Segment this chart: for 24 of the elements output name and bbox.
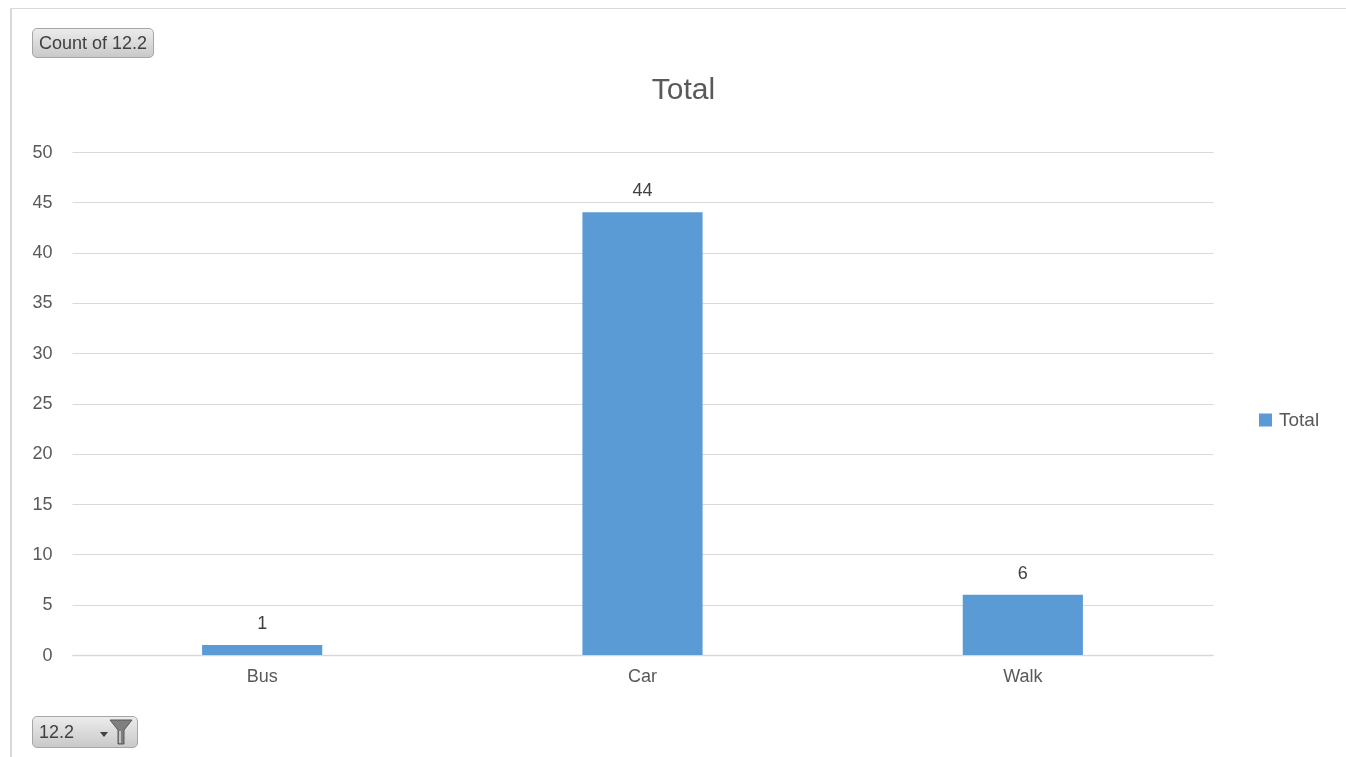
data-label: 44 xyxy=(632,180,653,201)
y-tick-label: 35 xyxy=(32,292,53,313)
y-tick-label: 25 xyxy=(32,393,53,413)
field-button[interactable]: 12.2 xyxy=(32,716,139,748)
y-tick-label: 50 xyxy=(32,141,53,162)
chart-title: Total xyxy=(651,72,716,105)
legend-label: Total xyxy=(1279,409,1320,430)
data-label: 1 xyxy=(257,612,268,633)
x-tick-label: Car xyxy=(627,665,658,686)
x-tick-label: Walk xyxy=(1003,665,1044,686)
y-tick-label: 0 xyxy=(42,644,53,665)
x-tick-label: Bus xyxy=(246,665,278,686)
y-tick-label: 15 xyxy=(32,493,53,514)
y-tick-label: 5 xyxy=(42,594,53,615)
bar xyxy=(202,644,323,655)
bar xyxy=(962,594,1083,655)
y-tick-label: 10 xyxy=(32,543,53,564)
field-button[interactable]: Count of 12.2 xyxy=(32,28,155,58)
y-tick-label: 30 xyxy=(32,342,53,363)
data-label: 6 xyxy=(1017,562,1028,583)
y-tick-label: 45 xyxy=(32,191,53,212)
bar xyxy=(582,212,703,655)
y-tick-label: 20 xyxy=(32,443,53,464)
y-tick-label: 40 xyxy=(32,242,53,263)
